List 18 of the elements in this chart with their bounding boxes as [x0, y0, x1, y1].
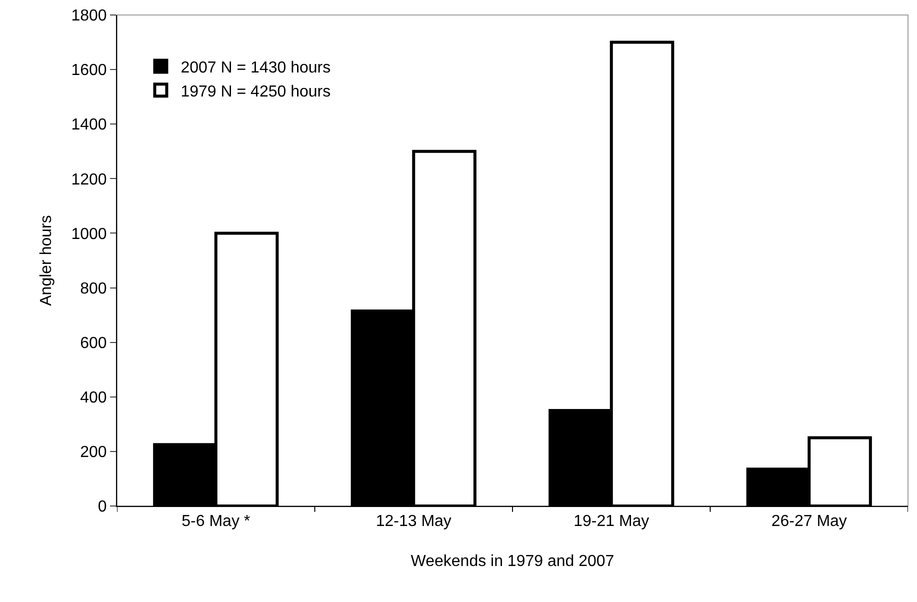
legend-label: 1979 N = 4250 hours: [180, 83, 331, 100]
y-tick-label: 1000: [71, 226, 107, 243]
y-tick-label: 1200: [71, 171, 107, 188]
y-tick-label: 400: [80, 389, 107, 406]
y-tick-label: 1800: [71, 8, 107, 25]
y-tick-label: 0: [98, 498, 107, 516]
x-axis-title: Weekends in 1979 and 2007: [410, 552, 614, 570]
legend-label: 2007 N = 1430 hours: [180, 60, 331, 77]
y-tick-label: 800: [80, 280, 107, 298]
y-axis-title: Angler hours: [38, 215, 56, 306]
y-tick-label: 200: [80, 444, 107, 462]
x-tick-label: 5-6 May *: [182, 513, 250, 530]
y-tick-label: 1400: [71, 116, 107, 134]
x-tick-label: 26-27 May: [771, 513, 847, 530]
x-tick-label: 19-21 May: [574, 513, 650, 530]
y-tick-label: 600: [80, 334, 107, 352]
y-tick-label: 1600: [71, 62, 107, 80]
x-tick-label: 12-13 May: [376, 513, 452, 530]
